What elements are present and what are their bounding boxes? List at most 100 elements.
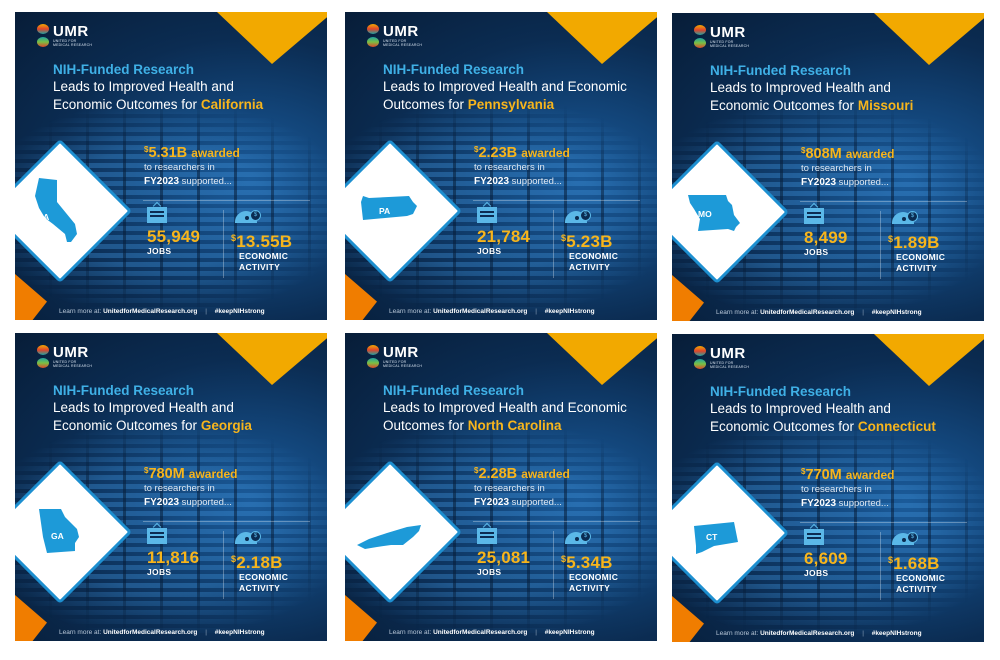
dna-globe-icon — [694, 346, 706, 370]
now-hiring-sign-icon — [804, 208, 824, 224]
currency-sign: $ — [561, 554, 567, 564]
economic-value: 5.34B — [566, 553, 613, 572]
footer-separator: | — [862, 309, 864, 316]
state-name: Connecticut — [857, 419, 936, 434]
gold-corner-accent — [547, 12, 657, 64]
gauge-dollar-icon — [565, 210, 591, 223]
state-badge: NC — [345, 459, 463, 605]
footer-url-link[interactable]: UnitedforMedicalResearch.org — [103, 308, 198, 315]
divider — [473, 200, 640, 201]
award-amount: 2.28B — [478, 466, 518, 482]
footer-separator: | — [205, 308, 207, 315]
gold-corner-accent — [874, 13, 984, 65]
headline-prefix: NIH-Funded Research — [710, 384, 852, 399]
headline-line-2: Outcomes for — [383, 97, 465, 112]
umr-logo: UMR United for Medical Research — [367, 345, 422, 369]
state-name: North Carolina — [467, 418, 562, 433]
footer-url-link[interactable]: UnitedforMedicalResearch.org — [760, 630, 855, 637]
footer-url-link[interactable]: UnitedforMedicalResearch.org — [433, 308, 528, 315]
footer-separator: | — [535, 629, 537, 636]
economic-value: 2.18B — [236, 553, 283, 572]
footer-hashtag: #keepNIHstrong — [214, 308, 265, 315]
currency-sign: $ — [231, 554, 237, 564]
dna-globe-icon — [37, 345, 49, 369]
footer-hashtag: #keepNIHstrong — [871, 309, 922, 316]
headline-prefix: NIH-Funded Research — [710, 63, 852, 78]
award-line-2: supported... — [181, 497, 232, 508]
state-abbreviation: CT — [706, 532, 718, 542]
award-amount: 5.31B — [148, 145, 188, 161]
logo-name: UMR — [383, 23, 419, 40]
headline-line-2: Economic Outcomes for — [710, 98, 855, 113]
state-name: Pennsylvania — [467, 97, 555, 112]
fiscal-year: FY2023 — [801, 498, 837, 509]
headline-line-2: Economic Outcomes for — [53, 97, 198, 112]
jobs-label: JOBS — [147, 246, 172, 256]
economic-label-2: ACTIVITY — [896, 263, 938, 273]
headline-line-1: Leads to Improved Health and — [710, 401, 891, 416]
economic-label-2: ACTIVITY — [569, 262, 611, 272]
currency-sign: $ — [888, 555, 894, 565]
fiscal-year: FY2023 — [801, 177, 837, 188]
state-badge: CT — [672, 460, 790, 606]
now-hiring-sign-icon — [477, 528, 497, 544]
state-infographic-card-mo: UMR United for Medical Research NIH-Fund… — [672, 13, 984, 321]
now-hiring-sign-icon — [147, 528, 167, 544]
state-name: Missouri — [857, 98, 914, 113]
state-badge: PA — [345, 138, 463, 284]
now-hiring-sign-icon — [147, 207, 167, 223]
jobs-stat: 21,784 JOBS — [477, 207, 530, 257]
footer: Learn more at: UnitedforMedicalResearch.… — [716, 630, 982, 637]
award-amount: 780M — [148, 466, 185, 482]
footer-prefix: Learn more at: — [59, 629, 102, 636]
economic-label-2: ACTIVITY — [569, 583, 611, 593]
state-abbreviation: PA — [379, 206, 391, 216]
state-outline-icon — [35, 178, 77, 242]
logo-subtitle-2: Medical Research — [710, 44, 750, 48]
gold-corner-accent — [217, 12, 327, 64]
state-outline-icon — [694, 522, 738, 554]
state-abbreviation: GA — [51, 531, 64, 541]
umr-logo: UMR United for Medical Research — [37, 24, 92, 48]
dna-globe-icon — [367, 345, 379, 369]
economic-value: 1.89B — [893, 233, 940, 252]
divider — [553, 531, 554, 599]
economic-label-1: ECONOMIC — [896, 573, 946, 583]
logo-subtitle-1: United for — [383, 360, 407, 364]
footer-url-link[interactable]: UnitedforMedicalResearch.org — [433, 629, 528, 636]
economic-label-1: ECONOMIC — [569, 572, 619, 582]
award-line-2: supported... — [181, 176, 232, 187]
umr-logo: UMR United for Medical Research — [367, 24, 422, 48]
award-suffix: awarded — [845, 468, 895, 482]
jobs-value: 25,081 — [477, 548, 531, 567]
dna-globe-icon — [367, 24, 379, 48]
footer-url-link[interactable]: UnitedforMedicalResearch.org — [103, 629, 198, 636]
headline-prefix: NIH-Funded Research — [383, 383, 525, 398]
headline-line-1: Leads to Improved Health and — [710, 80, 891, 95]
award-block: $780M awarded to researchers in FY2023 s… — [144, 463, 319, 510]
state-infographic-card-ct: UMR United for Medical Research NIH-Fund… — [672, 334, 984, 642]
logo-subtitle-1: United for — [710, 361, 734, 365]
headline-line-2: Economic Outcomes for — [53, 418, 198, 433]
state-infographic-card-ca: UMR United for Medical Research NIH-Fund… — [15, 12, 327, 320]
divider — [880, 211, 881, 279]
jobs-label: JOBS — [477, 246, 502, 256]
economic-value: 5.23B — [566, 232, 613, 251]
footer: Learn more at: UnitedforMedicalResearch.… — [59, 629, 325, 636]
gold-corner-accent — [217, 333, 327, 385]
award-line-1: to researchers in — [474, 483, 545, 494]
jobs-value: 21,784 — [477, 227, 531, 246]
footer-url-link[interactable]: UnitedforMedicalResearch.org — [760, 309, 855, 316]
economic-label-1: ECONOMIC — [569, 251, 619, 261]
headline: NIH-Funded Research Leads to Improved He… — [383, 61, 653, 114]
divider — [553, 210, 554, 278]
gauge-dollar-icon — [892, 532, 918, 545]
footer-separator: | — [205, 629, 207, 636]
divider — [223, 531, 224, 599]
jobs-value: 6,609 — [804, 549, 848, 568]
footer-separator: | — [862, 630, 864, 637]
currency-sign: $ — [801, 146, 806, 155]
divider — [800, 522, 967, 523]
fiscal-year: FY2023 — [474, 497, 510, 508]
award-line-2: supported... — [838, 498, 889, 509]
